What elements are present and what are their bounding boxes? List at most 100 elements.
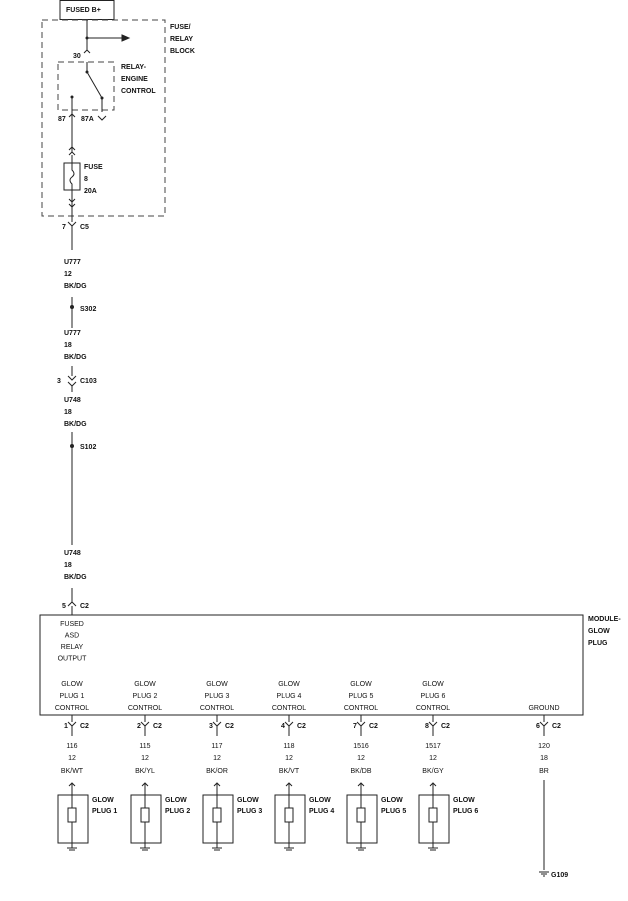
pin-label: 30 [73,53,81,60]
output-label: CONTROL [128,705,162,712]
wire-circuit: U748 [64,550,81,557]
fuse-label: 20A [84,188,97,195]
arrow-head [121,34,131,42]
splice-label: S302 [80,306,96,313]
block-label: FUSE/ [170,24,191,31]
wire-circuit: 120 [538,743,550,750]
connector-label: C5 [80,224,89,231]
glow-plug [57,794,89,844]
wire-color: BK/GY [422,768,444,775]
wire-circuit: 1517 [425,743,441,750]
fuse-label: FUSE [84,164,103,171]
wire-color: BR [539,768,549,775]
glow-plug [274,794,306,844]
heater [140,795,150,851]
relay-label: CONTROL [121,88,156,95]
pin-label: 4 [281,723,285,730]
wire-gauge: 12 [357,755,365,762]
connector-label: C2 [369,723,378,730]
pin-30 [83,49,91,54]
connector-label: C103 [80,378,97,385]
input-label: OUTPUT [58,655,88,662]
splice [70,444,74,448]
output-label: CONTROL [344,705,378,712]
output-label: PLUG 4 [277,693,302,700]
relay-switch [86,71,103,99]
output-label: PLUG 1 [60,693,85,700]
load-label: PLUG 3 [237,808,262,815]
connector-c103 [67,375,77,387]
wire-color: BK/DG [64,354,87,361]
load-label: GLOW [165,797,187,804]
connector-c2 [67,601,77,607]
wire-gauge: 12 [68,755,76,762]
connector [141,782,149,795]
pin-label: 7 [353,723,357,730]
wire-circuit: 116 [66,743,77,750]
connector [213,782,221,795]
ground-symbol [539,871,549,877]
connector [539,721,549,736]
output-label: CONTROL [416,705,450,712]
pin-87a [97,115,107,121]
heater [428,795,438,851]
output-label: CONTROL [55,705,89,712]
ground-label: GROUND [528,705,559,712]
heater [67,795,77,851]
load-label: PLUG 2 [165,808,190,815]
pin-label: 3 [209,723,213,730]
wire-circuit: 115 [139,743,150,750]
output-label: GLOW [350,681,372,688]
wire-color: BK/DB [350,768,371,775]
output-label: CONTROL [272,705,306,712]
relay-label: ENGINE [121,76,148,83]
load-label: PLUG 6 [453,808,478,815]
block-label: RELAY [170,36,193,43]
wire-gauge: 18 [540,755,548,762]
wire-circuit: U748 [64,397,81,404]
connector-label: C2 [80,723,89,730]
connector [140,721,150,736]
wire-color: BK/YL [135,768,155,775]
source-label: FUSED B+ [66,7,101,14]
wire-color: BK/DG [64,283,87,290]
input-label: FUSED [60,621,84,628]
pin-label: 5 [62,603,66,610]
output-label: GLOW [61,681,83,688]
heater [212,795,222,851]
pin-label: 1 [64,723,68,730]
module-label: MODULE- [588,616,621,623]
connector [284,721,294,736]
wire-color: BK/DG [64,574,87,581]
junction [85,36,89,40]
connector [285,782,293,795]
connector-label: C2 [297,723,306,730]
connector-label: C2 [441,723,450,730]
output-label: GLOW [206,681,228,688]
connector [212,721,222,736]
wire-color: BK/WT [61,768,84,775]
splice-label: S102 [80,444,96,451]
pin-label: 87 [58,116,66,123]
load-label: GLOW [381,797,403,804]
connector [67,721,77,736]
wire-color: BK/DG [64,421,87,428]
wire-circuit: 117 [211,743,222,750]
relay-contact [85,70,89,74]
connector [68,146,76,156]
splice [70,305,74,309]
wire-gauge: 12 [64,271,72,278]
pin-label: 2 [137,723,141,730]
wire-gauge: 12 [285,755,293,762]
input-label: ASD [65,632,79,639]
pin-87 [68,113,76,122]
module-label: GLOW [588,628,610,635]
output-label: PLUG 6 [421,693,446,700]
wire-circuit: U777 [64,330,81,337]
connector [429,782,437,795]
glow-plug [202,794,234,844]
pin-label: 6 [536,723,540,730]
heater [284,795,294,851]
wire-gauge: 12 [141,755,149,762]
